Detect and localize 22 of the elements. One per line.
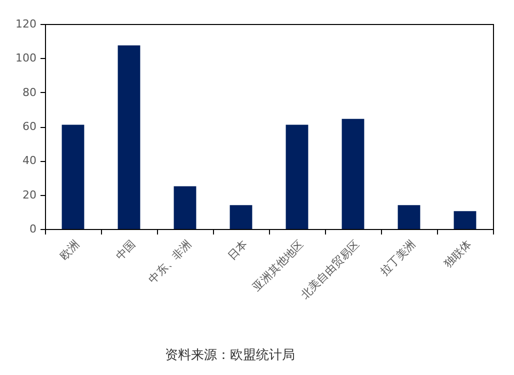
y-tick-label: 60 [22, 120, 36, 133]
bar [62, 124, 84, 229]
y-tick-label: 100 [16, 52, 36, 65]
y-tick-label: 80 [22, 86, 36, 99]
bar [230, 205, 252, 229]
y-tick-label: 40 [22, 154, 36, 168]
x-tick-label: 欧洲 [57, 238, 82, 263]
x-tick-label: 中国 [113, 238, 138, 263]
bar [454, 211, 476, 229]
bar [174, 186, 196, 229]
bar [342, 118, 364, 229]
y-tick-label: 120 [16, 18, 36, 30]
bar [286, 124, 308, 229]
y-tick-label: 0 [30, 222, 36, 236]
x-tick-label: 日本 [225, 238, 250, 263]
bar [118, 45, 140, 229]
text: 资料来源：欧盟统计局 [164, 347, 296, 364]
x-tick-label: 中东、非洲 [146, 238, 194, 286]
x-tick-label: 拉丁美洲 [378, 238, 418, 278]
x-tick-label: 独联体 [441, 238, 474, 270]
bar [398, 205, 420, 229]
y-tick-label: 20 [22, 188, 36, 202]
